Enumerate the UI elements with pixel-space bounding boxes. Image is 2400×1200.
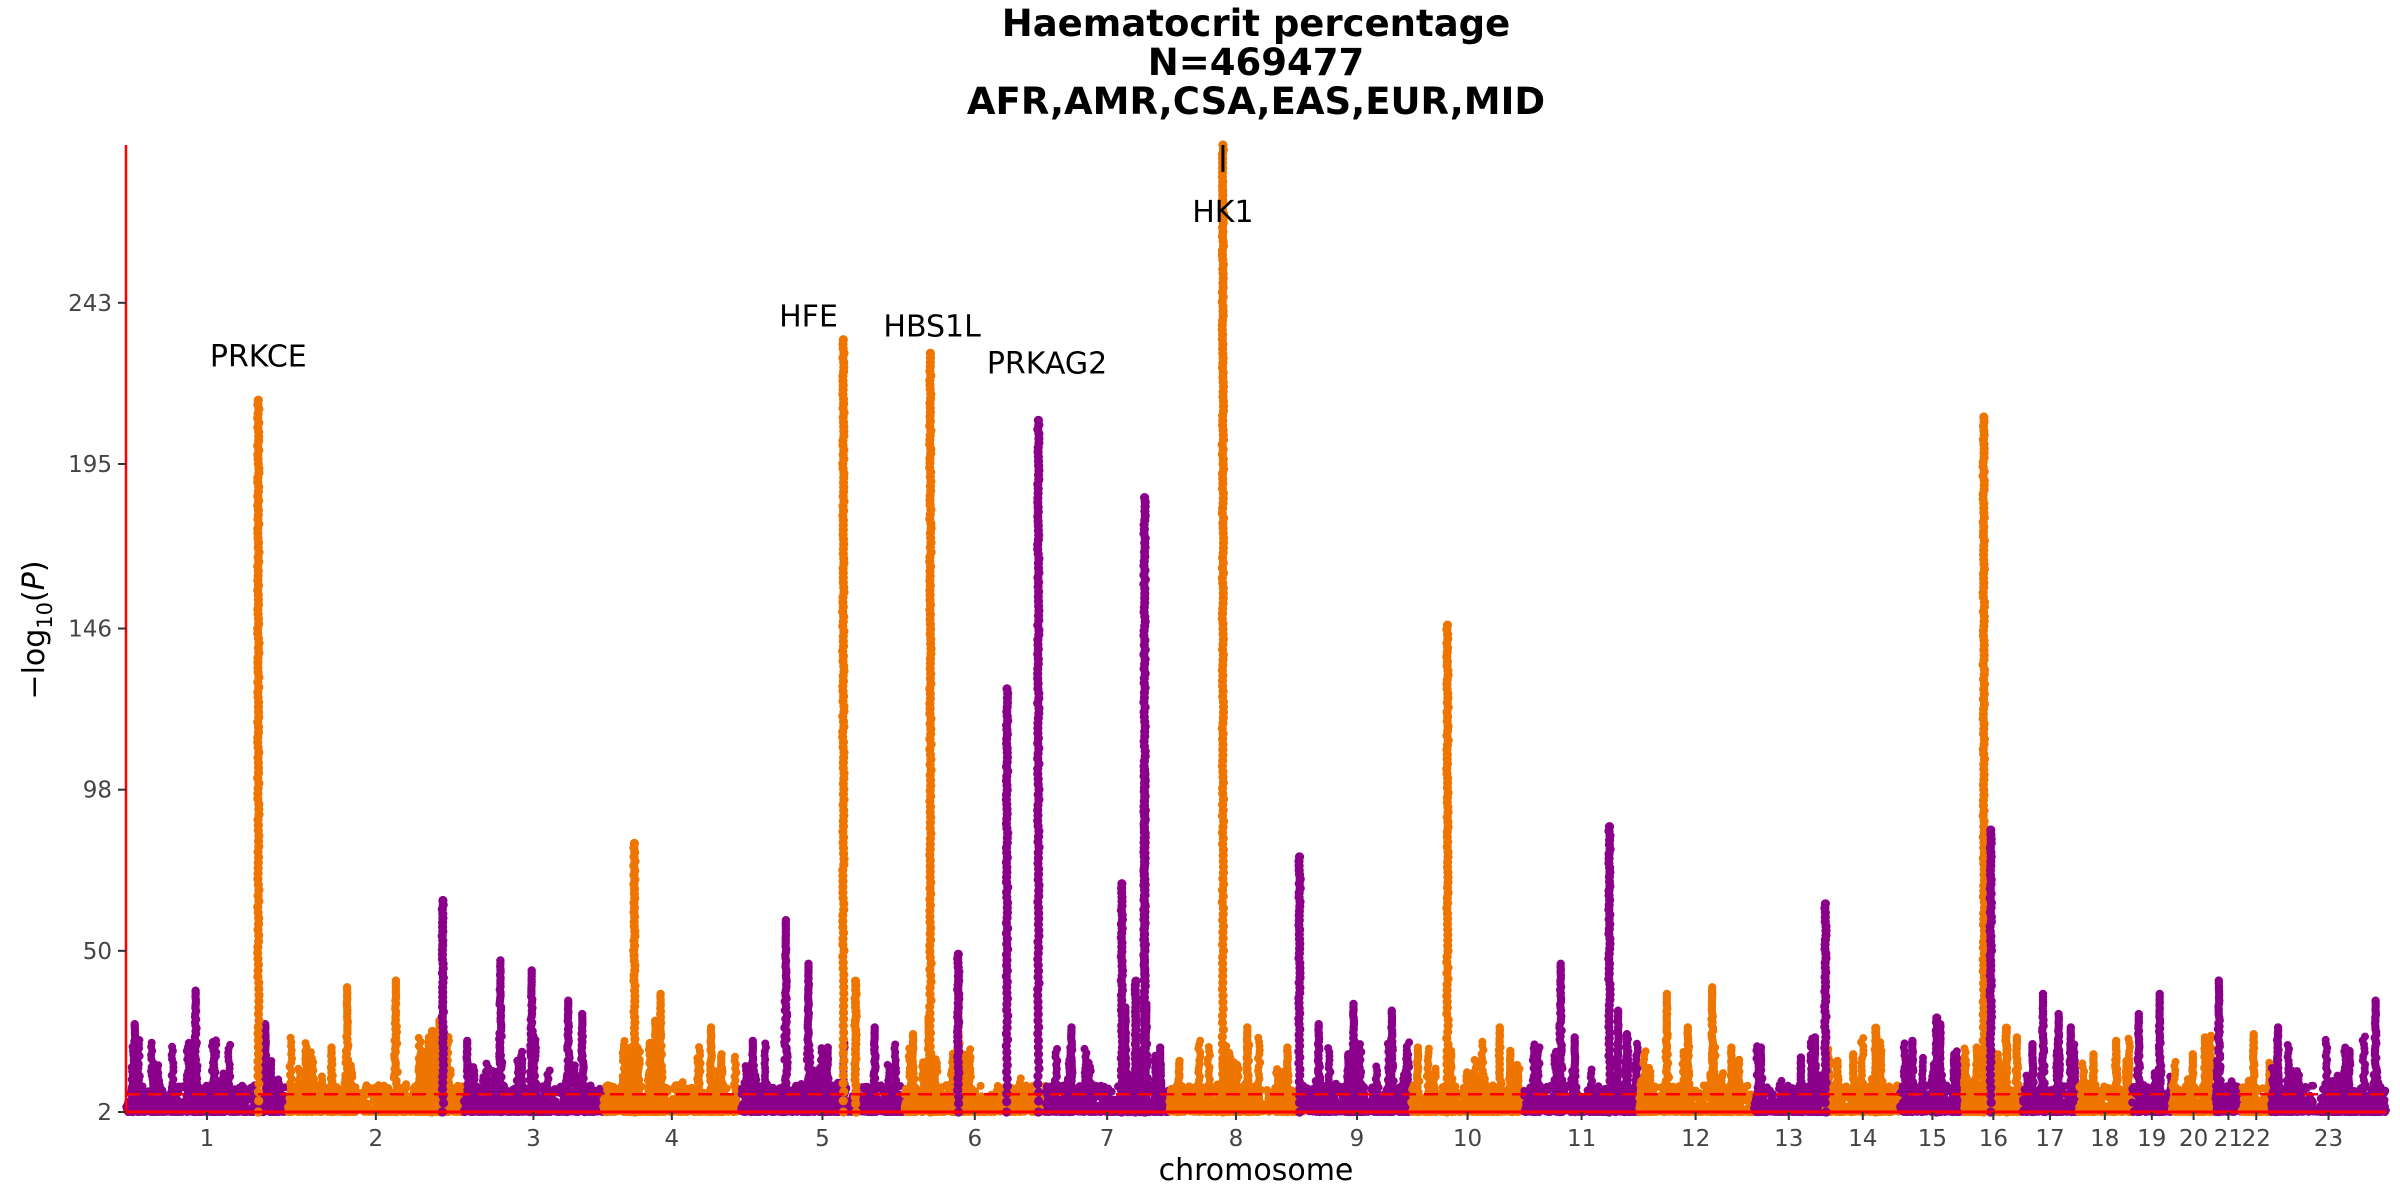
snp-point bbox=[482, 1059, 491, 1068]
points-layer bbox=[122, 916, 2390, 1117]
snp-point bbox=[327, 1043, 336, 1052]
snp-point bbox=[545, 1066, 554, 1075]
snp-point bbox=[993, 1082, 1002, 1090]
snp-point bbox=[761, 1039, 770, 1048]
snp-point bbox=[247, 1083, 256, 1092]
snp-point bbox=[527, 966, 536, 975]
snp-point bbox=[1016, 1074, 1025, 1083]
snp-point bbox=[147, 1038, 156, 1047]
snp-point bbox=[564, 996, 573, 1005]
snp-point bbox=[578, 1009, 587, 1019]
snp-point bbox=[301, 1039, 310, 1048]
snp-point bbox=[678, 1078, 687, 1087]
snp-point bbox=[237, 1084, 246, 1093]
snp-point bbox=[706, 1023, 716, 1032]
snp-point bbox=[317, 1072, 326, 1081]
title-line-1: Haematocrit percentage bbox=[1001, 2, 1511, 45]
snp-point bbox=[184, 1038, 193, 1047]
snp-point bbox=[883, 1060, 892, 1069]
snp-point bbox=[769, 1083, 778, 1092]
snp-point bbox=[693, 1054, 702, 1063]
chromosome-1-points bbox=[122, 986, 292, 1117]
snp-point bbox=[518, 1047, 527, 1056]
chromosome-4-points bbox=[599, 989, 745, 1117]
snp-point bbox=[130, 1019, 139, 1029]
snp-point bbox=[695, 1043, 703, 1052]
snp-point bbox=[908, 1030, 918, 1039]
title-line-3: AFR,AMR,CSA,EAS,EUR,MID bbox=[966, 80, 1546, 123]
snp-point bbox=[191, 986, 200, 995]
snp-point bbox=[717, 1050, 726, 1059]
snp-point bbox=[891, 1040, 900, 1049]
snp-point bbox=[342, 983, 352, 992]
snp-point bbox=[286, 1033, 295, 1042]
chart-title: Haematocrit percentage N=469477 AFR,AMR,… bbox=[0, 4, 2400, 121]
snp-point bbox=[274, 1075, 283, 1084]
snp-point bbox=[586, 1081, 595, 1090]
snp-point bbox=[606, 1082, 615, 1090]
snp-point bbox=[202, 1081, 211, 1090]
snp-point bbox=[870, 1023, 879, 1032]
snp-point bbox=[226, 1040, 235, 1049]
snp-point bbox=[731, 1052, 739, 1061]
snp-point bbox=[306, 1048, 315, 1057]
title-line-2: N=469477 bbox=[1147, 41, 1365, 84]
snp-point bbox=[463, 1036, 472, 1046]
snp-point bbox=[823, 1043, 832, 1052]
snp-point bbox=[588, 1097, 597, 1106]
snp-point bbox=[175, 1101, 184, 1110]
snp-point bbox=[384, 1084, 392, 1092]
snp-point bbox=[977, 1095, 986, 1104]
snp-point bbox=[603, 1096, 612, 1105]
snp-point bbox=[391, 976, 401, 985]
snp-point bbox=[748, 1036, 757, 1046]
chromosome-7-points bbox=[1041, 999, 1173, 1117]
snp-point bbox=[414, 1033, 423, 1042]
snp-point bbox=[804, 959, 813, 968]
snp-point bbox=[219, 1069, 228, 1078]
snp-point bbox=[212, 1036, 220, 1045]
snp-point bbox=[168, 1042, 177, 1051]
snp-point bbox=[656, 989, 665, 999]
snp-point bbox=[670, 1095, 678, 1104]
chromosome-3-points bbox=[460, 956, 607, 1117]
snp-point bbox=[611, 1097, 620, 1106]
chromosome-5-points bbox=[737, 916, 907, 1117]
snp-point bbox=[620, 1037, 629, 1045]
snp-point bbox=[496, 956, 505, 965]
snp-point bbox=[239, 1097, 248, 1106]
snp-point bbox=[402, 1080, 411, 1089]
snp-point bbox=[976, 1081, 985, 1090]
snp-point bbox=[781, 916, 791, 925]
